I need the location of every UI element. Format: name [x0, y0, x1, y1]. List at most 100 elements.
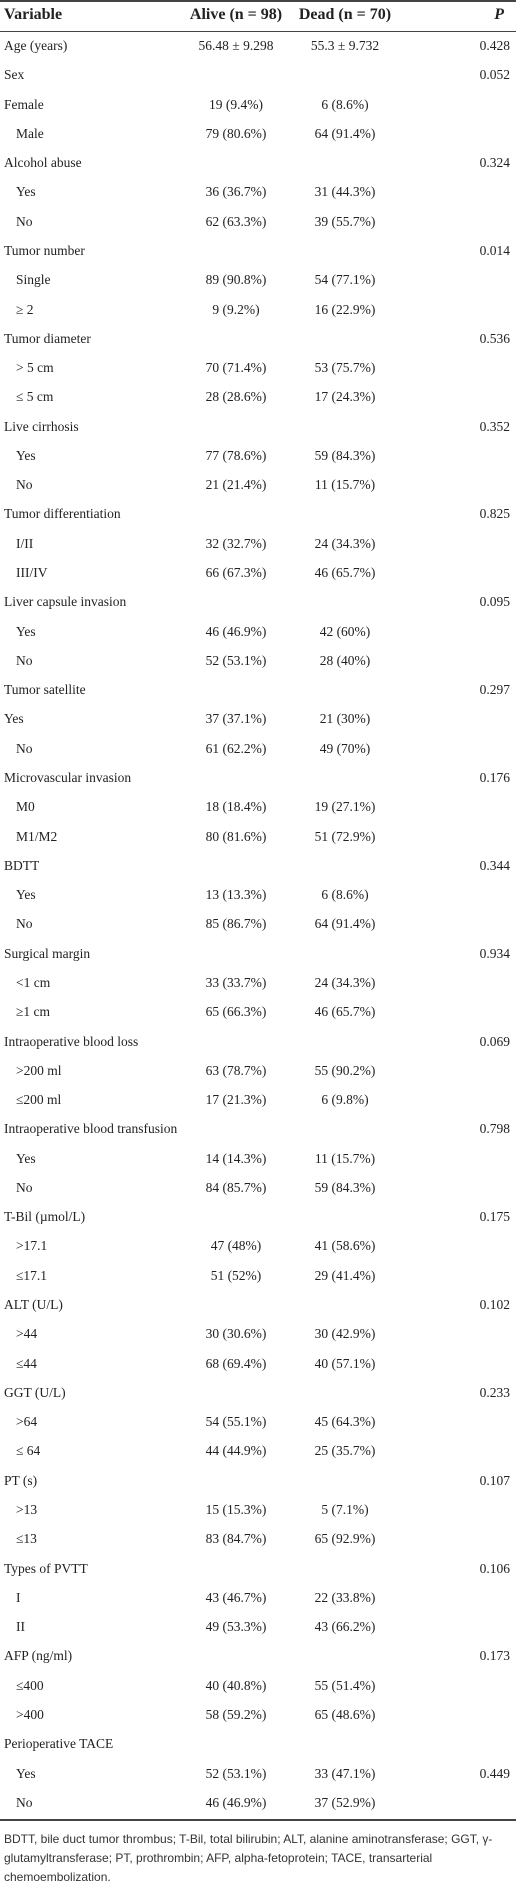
alive-value: 66 (67.3%) — [205, 565, 267, 581]
dead-value: 6 (8.6%) — [321, 887, 369, 903]
row-label: Tumor number — [4, 242, 85, 258]
dead-value: 39 (55.7%) — [314, 213, 376, 229]
alive-value: 58 (59.2%) — [205, 1706, 267, 1722]
dead-value: 6 (9.8%) — [321, 1092, 369, 1108]
row-label: Perioperative TACE — [4, 1736, 114, 1752]
row-label: I — [16, 1589, 21, 1605]
alive-value: 13 (13.3%) — [205, 887, 267, 903]
row-label: No — [16, 477, 33, 493]
row-label: M1/M2 — [16, 828, 58, 844]
dead-value: 41 (58.6%) — [314, 1238, 376, 1254]
row-label: Yes — [16, 887, 36, 903]
row-label: Yes — [16, 184, 36, 200]
dead-value: 49 (70%) — [319, 740, 371, 756]
dead-value: 21 (30%) — [319, 711, 371, 727]
row-label: Yes — [16, 1150, 36, 1166]
p-value: 0.352 — [479, 418, 510, 434]
alive-value: 14 (14.3%) — [205, 1150, 267, 1166]
dead-value: 28 (40%) — [319, 652, 371, 668]
alive-value: 62 (63.3%) — [205, 213, 267, 229]
alive-value: 54 (55.1%) — [205, 1414, 267, 1430]
alive-value: 30 (30.6%) — [205, 1326, 267, 1342]
row-label: I/II — [16, 535, 34, 551]
row-label: No — [16, 916, 33, 932]
alive-value: 89 (90.8%) — [205, 272, 267, 288]
alive-value: 40 (40.8%) — [205, 1677, 267, 1693]
p-value: 0.102 — [479, 1297, 510, 1313]
alive-value: 21 (21.4%) — [205, 477, 267, 493]
dead-value: 30 (42.9%) — [314, 1326, 376, 1342]
p-value: 0.324 — [479, 155, 510, 171]
p-value: 0.798 — [479, 1121, 510, 1137]
row-label: No — [16, 1794, 33, 1810]
row-label: Male — [16, 125, 44, 141]
alive-value: 79 (80.6%) — [205, 125, 267, 141]
row-label: >17.1 — [16, 1238, 48, 1254]
alive-value: 18 (18.4%) — [205, 799, 267, 815]
dead-value: 37 (52.9%) — [314, 1794, 376, 1810]
dead-value: 45 (64.3%) — [314, 1414, 376, 1430]
dead-value: 55 (90.2%) — [314, 1062, 376, 1078]
p-value: 0.449 — [479, 1765, 510, 1781]
row-label: PT (s) — [4, 1472, 38, 1488]
alive-value: 51 (52%) — [210, 1267, 262, 1283]
row-label: ≤17.1 — [16, 1267, 48, 1283]
row-label: T-Bil (µmol/L) — [4, 1209, 86, 1225]
row-label: >200 ml — [16, 1062, 62, 1078]
dead-value: 55.3 ± 9.732 — [310, 38, 380, 53]
alive-value: 61 (62.2%) — [205, 740, 267, 756]
alive-value: 47 (48%) — [210, 1238, 262, 1254]
row-label: Female — [4, 96, 44, 112]
row-label: >44 — [16, 1326, 38, 1342]
top-rule — [0, 0, 516, 2]
alive-value: 19 (9.4%) — [209, 96, 263, 112]
p-value: 0.825 — [479, 506, 510, 522]
p-value: 0.106 — [479, 1560, 510, 1576]
alive-value: 46 (46.9%) — [205, 623, 267, 639]
row-label: Age (years) — [4, 38, 68, 53]
row-label: ≤ 64 — [16, 1443, 41, 1459]
dead-value: 65 (48.6%) — [314, 1706, 376, 1722]
row-label: Types of PVTT — [4, 1560, 88, 1576]
row-label: ≤400 — [16, 1677, 44, 1693]
row-label: No — [16, 740, 33, 756]
row-label: Yes — [16, 447, 36, 463]
dead-value: 24 (34.3%) — [314, 535, 376, 551]
alive-value: 77 (78.6%) — [205, 447, 267, 463]
alive-value: 36 (36.7%) — [205, 184, 267, 200]
p-value: 0.344 — [479, 857, 510, 873]
alive-value: 68 (69.4%) — [205, 1355, 267, 1371]
row-label: AFP (ng/ml) — [4, 1648, 73, 1664]
row-label: Tumor differentiation — [4, 506, 121, 522]
p-value: 0.233 — [479, 1384, 510, 1400]
header-cell: P — [494, 6, 504, 23]
dead-value: 42 (60%) — [319, 623, 371, 639]
alive-value: 44 (44.9%) — [205, 1443, 267, 1459]
dead-value: 55 (51.4%) — [314, 1677, 376, 1693]
p-value: 0.175 — [479, 1209, 510, 1225]
alive-value: 15 (15.3%) — [205, 1502, 267, 1517]
p-value: 0.176 — [479, 770, 510, 785]
row-label: III/IV — [16, 565, 48, 581]
row-label: Single — [16, 272, 51, 288]
row-label: M0 — [16, 799, 35, 815]
alive-value: 65 (66.3%) — [205, 1004, 267, 1020]
dead-value: 46 (65.7%) — [314, 1004, 376, 1020]
row-label: >400 — [16, 1706, 44, 1722]
dead-value: 17 (24.3%) — [314, 389, 376, 405]
row-label: Surgical margin — [4, 945, 91, 961]
dead-value: 59 (84.3%) — [314, 1179, 376, 1195]
dead-value: 6 (8.6%) — [321, 96, 369, 112]
alive-value: 80 (81.6%) — [205, 828, 267, 844]
row-label: II — [16, 1619, 25, 1635]
dead-value: 5 (7.1%) — [321, 1502, 369, 1517]
alive-value: 46 (46.9%) — [205, 1794, 267, 1810]
alive-value: 83 (84.7%) — [205, 1531, 267, 1547]
row-label: Sex — [4, 67, 25, 83]
dead-value: 51 (72.9%) — [314, 828, 376, 844]
footnote: BDTT, bile duct tumor thrombus; T-Bil, t… — [4, 1832, 493, 1884]
p-value: 0.297 — [479, 682, 510, 698]
dead-value: 19 (27.1%) — [314, 799, 376, 815]
row-label: Live cirrhosis — [4, 418, 79, 434]
